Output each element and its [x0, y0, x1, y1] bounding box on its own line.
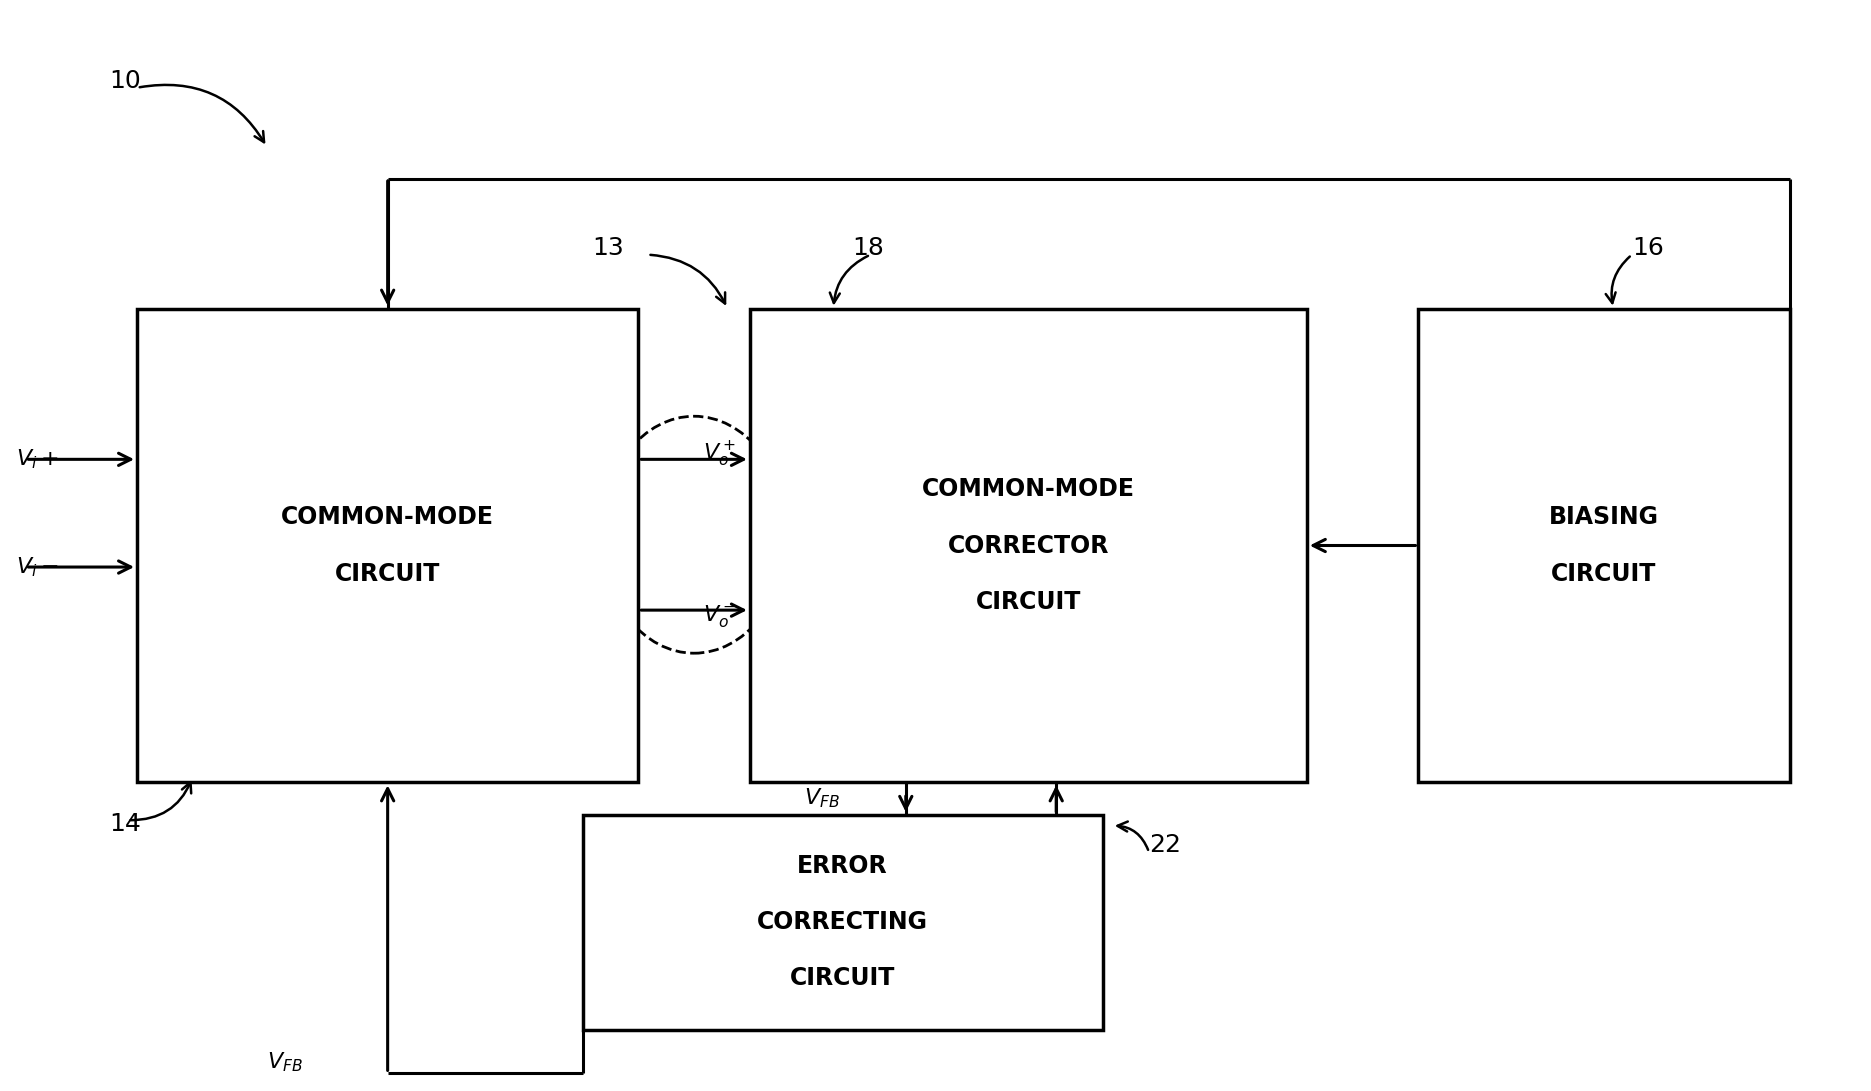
- Text: 13: 13: [591, 236, 623, 260]
- Bar: [137, 309, 638, 782]
- Text: 18: 18: [851, 236, 883, 260]
- Text: COMMON-MODE: COMMON-MODE: [922, 478, 1136, 502]
- Text: $V_i-$: $V_i-$: [17, 555, 60, 579]
- Bar: [582, 815, 1102, 1030]
- Text: COMMON-MODE: COMMON-MODE: [281, 505, 494, 529]
- Text: $V_o^-$: $V_o^-$: [703, 602, 737, 628]
- Bar: [750, 309, 1308, 782]
- Text: CIRCUIT: CIRCUIT: [790, 967, 896, 991]
- Text: CIRCUIT: CIRCUIT: [975, 589, 1081, 613]
- Bar: [1418, 309, 1791, 782]
- Text: $V_{FB}$: $V_{FB}$: [805, 787, 840, 811]
- Text: 22: 22: [1149, 834, 1181, 858]
- Text: $V_i+$: $V_i+$: [17, 447, 60, 471]
- Text: $V_o^+$: $V_o^+$: [703, 440, 737, 469]
- Text: CIRCUIT: CIRCUIT: [335, 562, 440, 586]
- Text: CORRECTING: CORRECTING: [758, 911, 928, 935]
- Text: 16: 16: [1632, 236, 1663, 260]
- Text: CIRCUIT: CIRCUIT: [1551, 562, 1656, 586]
- Text: ERROR: ERROR: [797, 854, 889, 878]
- Text: $V_{FB}$: $V_{FB}$: [268, 1051, 303, 1075]
- Text: 10: 10: [109, 69, 140, 93]
- Text: 14: 14: [109, 812, 140, 836]
- Text: CORRECTOR: CORRECTOR: [949, 533, 1110, 558]
- Text: BIASING: BIASING: [1549, 505, 1660, 529]
